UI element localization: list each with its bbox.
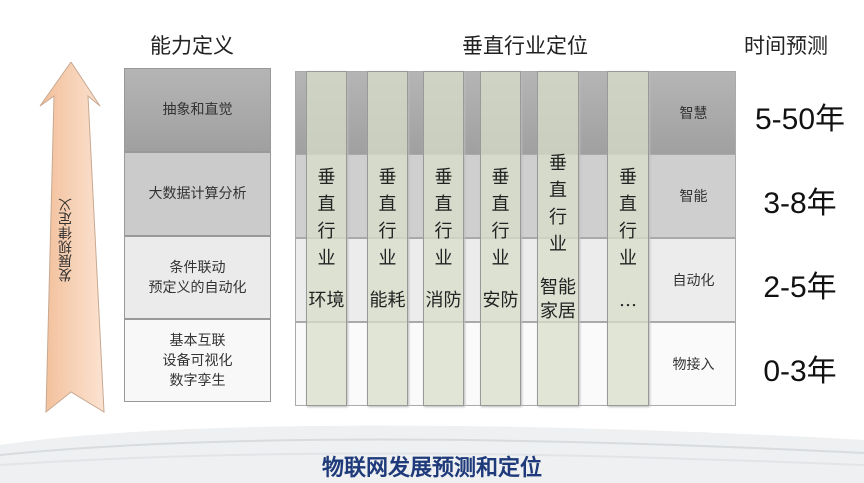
vertical-column-smart-home: 垂 直 行 业智能 家居 — [537, 71, 579, 406]
vertical-name: 环境 — [308, 290, 345, 311]
footer-title: 物联网发展预测和定位 — [321, 456, 542, 481]
vertical-column-security: 垂 直 行 业安防 — [480, 71, 521, 406]
time-estimate: 3-8年 — [763, 187, 837, 220]
capability-box: 基本互联 设备可视化 数字孪生 — [124, 319, 271, 402]
vertical-column-fire: 垂 直 行 业消防 — [423, 71, 464, 406]
level-label: 智能 — [679, 189, 708, 205]
up-arrow-icon — [39, 62, 105, 414]
vertical-name: … — [619, 290, 637, 311]
footer-swoosh-decoration — [0, 425, 864, 483]
vertical-label: 垂 直 行 业 — [317, 167, 336, 269]
vertical-label: 垂 直 行 业 — [619, 167, 637, 269]
vertical-column-environment: 垂 直 行 业环境 — [306, 71, 347, 406]
vertical-column-energy: 垂 直 行 业能耗 — [367, 71, 408, 406]
time-header: 时间预测 — [744, 34, 828, 58]
vertical-label: 垂 直 行 业 — [491, 167, 510, 269]
capability-box: 抽象和直觉 — [124, 68, 271, 152]
vertical-header: 垂直行业定位 — [462, 34, 588, 58]
level-label: 物接入 — [672, 357, 715, 373]
capability-box: 大数据计算分析 — [124, 152, 271, 236]
vertical-label: 垂 直 行 业 — [434, 167, 453, 269]
vertical-label: 垂 直 行 业 — [549, 153, 567, 255]
vertical-name: 消防 — [425, 290, 462, 311]
capability-header: 能力定义 — [150, 34, 234, 58]
vertical-name: 安防 — [482, 290, 519, 311]
time-estimate: 5-50年 — [754, 103, 846, 136]
time-estimate: 0-3年 — [763, 355, 837, 388]
capability-box: 条件联动 预定义的自动化 — [124, 236, 271, 319]
vertical-column-more: 垂 直 行 业 … — [607, 71, 649, 406]
vertical-name: 能耗 — [369, 290, 406, 311]
arrow-label: 发展规律定义 — [58, 198, 74, 282]
vertical-name: 智能 家居 — [540, 277, 576, 322]
vertical-label: 垂 直 行 业 — [378, 167, 397, 269]
time-estimate: 2-5年 — [763, 271, 837, 304]
level-label: 自动化 — [672, 273, 715, 289]
level-label: 智慧 — [679, 106, 708, 122]
